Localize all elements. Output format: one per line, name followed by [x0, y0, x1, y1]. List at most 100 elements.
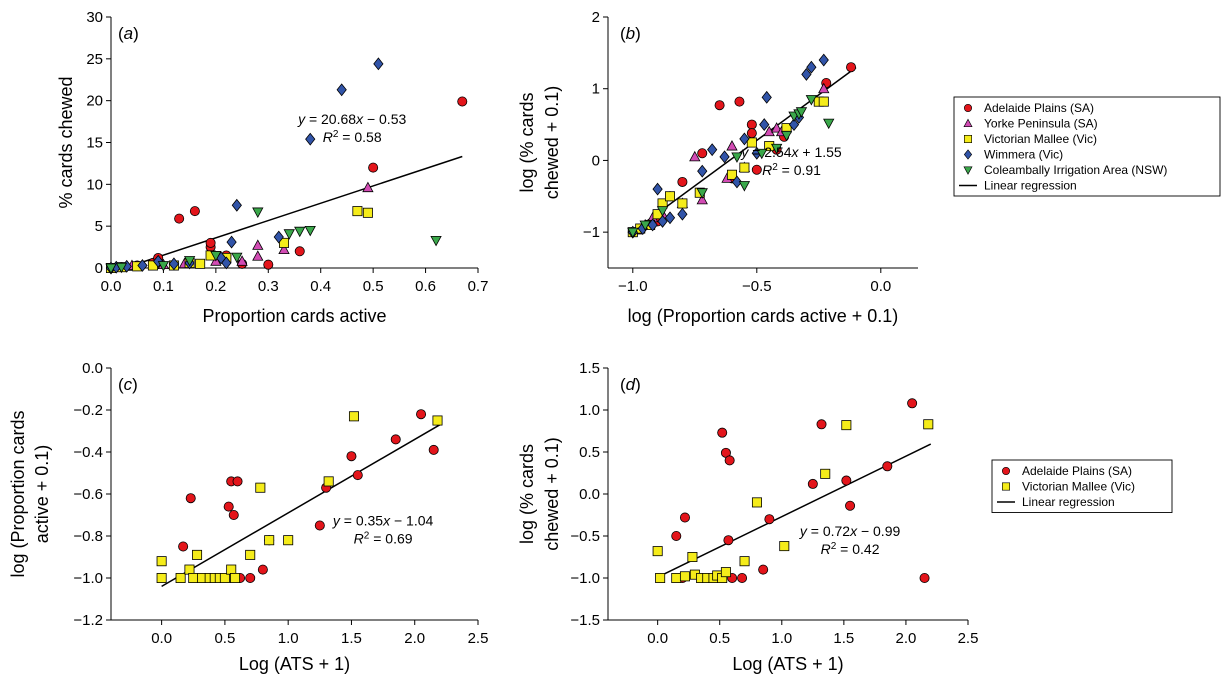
equation-part: = 0.72	[807, 523, 850, 539]
data-point	[739, 132, 750, 146]
legend-label: Adelaide Plains (SA)	[984, 101, 1094, 115]
equation-part: + 1.55	[799, 144, 842, 160]
data-point	[231, 252, 243, 264]
r2-var: R	[323, 129, 333, 145]
data-point	[219, 573, 230, 584]
x-tick-label: 1.5	[833, 630, 854, 647]
y-tick-label: −1	[583, 224, 600, 241]
panel-d: 0.0 0.5 1.0 1.5 2.0 2.5 −1.5 −1.0 −0.5 0.0 0.5 1.0 1…	[517, 360, 978, 674]
data-point	[457, 96, 468, 107]
panel-label-part: )	[635, 24, 641, 43]
series-wimmera-vic-	[105, 57, 384, 275]
legend-label: Wimmera (Vic)	[984, 148, 1063, 162]
y-tick-label: −0.6	[73, 486, 103, 503]
r2-var: R	[762, 162, 772, 178]
x-tick-label: 2.0	[404, 630, 425, 647]
regression-equation: y = 0.35x − 1.04	[332, 513, 434, 529]
equation-part: x	[355, 111, 364, 127]
data-point	[788, 118, 800, 132]
panel-label-part: )	[635, 375, 641, 394]
data-point	[252, 207, 264, 218]
legend-marker	[1002, 466, 1011, 475]
data-point	[185, 493, 196, 504]
x-axis-label: log (Proportion cards active + 0.1)	[628, 306, 899, 326]
data-point	[664, 211, 676, 225]
data-point	[696, 188, 708, 199]
data-point	[801, 67, 812, 81]
data-point	[346, 451, 357, 462]
y-tick-label: −0.8	[73, 528, 103, 545]
data-point	[231, 198, 242, 212]
regression-line	[632, 66, 857, 233]
data-point	[252, 250, 264, 261]
r2-var: R	[354, 531, 364, 547]
data-point	[751, 497, 762, 508]
data-point	[323, 476, 334, 487]
data-point	[230, 573, 241, 584]
data-point	[236, 255, 248, 266]
data-point	[105, 263, 117, 275]
data-point	[368, 162, 379, 173]
r-squared: R2 = 0.91	[762, 161, 821, 178]
data-point	[362, 181, 374, 193]
panel-label-part: b	[626, 24, 635, 43]
data-point	[739, 556, 750, 567]
regression-line	[161, 424, 441, 588]
x-tick-label: 2.5	[958, 630, 979, 647]
data-point	[677, 176, 688, 187]
y-tick-label: 2	[592, 9, 600, 26]
r2-rhs: = 0.91	[778, 162, 821, 178]
data-point	[656, 206, 669, 217]
data-point	[115, 262, 128, 274]
x-tick-label: 1.0	[771, 630, 792, 647]
panel-b: −1.0 −0.5 0.0 −1 0 1 2 log (Proportion cards ac…	[517, 9, 918, 326]
data-point	[652, 546, 663, 557]
data-point	[283, 535, 294, 546]
data-point	[278, 243, 290, 254]
legend-1: Adelaide Plains (SA) Yorke Peninsula (SA)…	[953, 96, 1221, 197]
data-point	[226, 235, 237, 249]
legend-marker	[1002, 482, 1011, 491]
y-tick-label: 10	[86, 176, 103, 193]
data-point	[352, 470, 363, 481]
x-tick-label: 0.5	[214, 630, 235, 647]
data-point	[671, 573, 682, 584]
data-point	[770, 143, 783, 155]
y-tick-label: −1.5	[570, 612, 600, 629]
r2-rhs: = 0.58	[338, 129, 381, 145]
regression-equation: y = 2.54x + 1.55	[740, 144, 842, 160]
data-point	[416, 409, 427, 420]
x-tick-label: 1.0	[278, 630, 299, 647]
r-squared: R2 = 0.42	[821, 541, 880, 558]
data-point	[677, 207, 688, 221]
y-tick-label: 30	[86, 9, 103, 26]
data-point	[264, 535, 275, 546]
x-tick-label: 2.5	[468, 630, 489, 647]
data-point	[780, 130, 793, 142]
y-tick-label: −0.4	[73, 444, 103, 461]
data-point	[723, 535, 734, 546]
panel-label: (a)	[118, 24, 139, 43]
data-point	[845, 500, 856, 511]
data-point	[731, 175, 743, 189]
x-axis-label: Proportion cards active	[202, 306, 386, 326]
data-point	[823, 118, 835, 130]
data-point	[189, 206, 200, 217]
panel-label-part: d	[626, 375, 636, 394]
data-point	[156, 556, 167, 567]
y-tick-label: 0.0	[579, 486, 600, 503]
data-point	[731, 152, 743, 163]
r2-sup: 2	[333, 129, 339, 140]
data-point	[820, 468, 831, 479]
panel-label-part: a	[124, 24, 133, 43]
data-point	[846, 62, 857, 73]
data-point	[257, 564, 268, 575]
panel-a: 0.0 0.1 0.2 0.3 0.4 0.5 0.6 0.7 0 5 10 15 20 25 30 Prop…	[56, 9, 488, 326]
x-tick-label: 0.2	[205, 278, 226, 295]
y-tick-label: 20	[86, 93, 103, 110]
panel-label-part: )	[132, 375, 138, 394]
y-tick-label: 1	[592, 81, 600, 98]
data-point	[245, 549, 256, 560]
equation-part: x	[849, 523, 858, 539]
legend-marker	[963, 166, 973, 175]
